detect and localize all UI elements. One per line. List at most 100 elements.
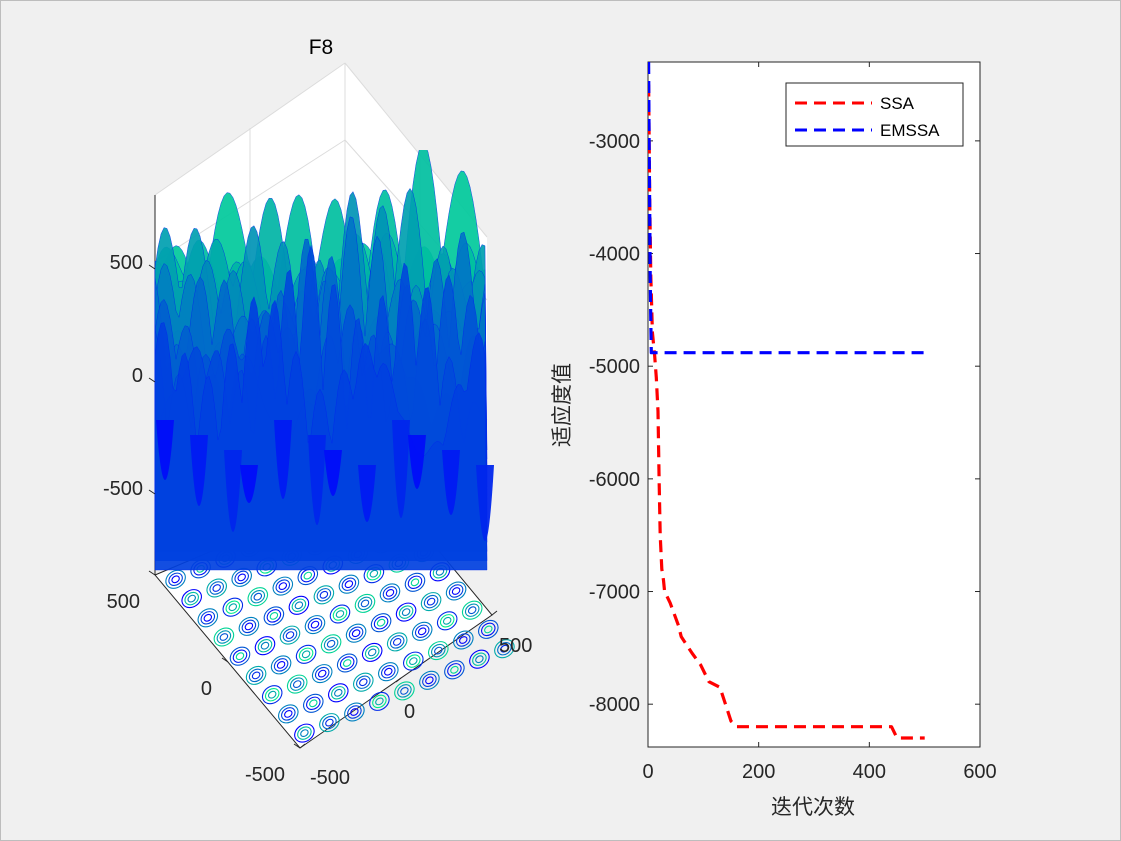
y-tick-label: -6000 [589, 469, 640, 491]
contour-ring [456, 633, 471, 647]
contour-ring [373, 615, 389, 630]
contour-ring [307, 617, 323, 632]
x-tick-label: -500 [310, 767, 350, 789]
contour-ring [351, 629, 361, 638]
contour-ring [294, 723, 315, 743]
contour-ring [406, 654, 421, 668]
contour-ring [367, 648, 377, 657]
surface-trough [308, 435, 326, 525]
contour-ring [344, 580, 354, 589]
contour-ring [216, 630, 232, 644]
contour-ring [398, 605, 414, 619]
contour-ring [310, 620, 320, 629]
contour-ring [171, 575, 180, 584]
contour-ring [450, 665, 459, 674]
y-tick-label: -7000 [589, 582, 640, 604]
contour-ring [338, 574, 360, 594]
contour-ring [386, 632, 408, 652]
contour-ring [257, 638, 273, 653]
contour-ring [197, 608, 219, 628]
contour-ring [251, 671, 261, 680]
contour-ring [300, 568, 316, 583]
contour-ring [234, 570, 249, 585]
contour-ring [384, 667, 393, 676]
contour-ring [276, 660, 286, 669]
contour-ring [481, 622, 496, 637]
contour-ring [228, 603, 238, 612]
axis-ticks: 0 200 400 600 -3000 -4000 -5000 -6000 -7000 -8000 [589, 62, 997, 783]
surface-mesh [154, 150, 494, 571]
contour-ring [288, 595, 310, 615]
legend-box [785, 82, 964, 147]
floor-tick-marks [148, 570, 498, 749]
y-tick-label: -500 [245, 764, 285, 786]
contour-ring [451, 587, 461, 595]
contour-ring [291, 598, 307, 613]
plot-area [647, 61, 981, 748]
contour-ring [400, 686, 409, 695]
contour-ring [448, 584, 464, 598]
contour-ring [168, 572, 183, 587]
contour-ring [381, 664, 396, 679]
contour-ring [475, 655, 484, 664]
contour-ring [235, 652, 245, 661]
contour-ring [326, 639, 336, 648]
contour-ring [241, 619, 257, 634]
contour-ring [434, 646, 443, 655]
z-tick-label: -500 [103, 478, 143, 500]
x-tick-label: 400 [853, 761, 886, 783]
legend-label-emssa: EMSSA [880, 121, 940, 140]
contour-ring [253, 592, 263, 601]
contour-ring [237, 573, 246, 582]
contour-ring [254, 636, 276, 656]
contour-ring [213, 627, 235, 647]
contour-ring [414, 624, 430, 639]
convergence-plot: 0 200 400 600 -3000 -4000 -5000 -6000 -7000 -8000… [550, 61, 997, 819]
contour-ring [444, 660, 465, 680]
contour-ring [394, 681, 415, 701]
contour-ring [339, 656, 355, 670]
y-axis-label: 适应度值 [550, 363, 574, 447]
contour-ring [314, 666, 330, 681]
contour-ring [461, 600, 483, 620]
surface-trough [156, 420, 174, 480]
contour-ring [292, 680, 302, 689]
contour-ring [317, 669, 327, 678]
contour-ring [356, 675, 371, 689]
contour-ring [453, 630, 474, 650]
contour-ring [341, 577, 357, 591]
contour-ring [238, 616, 260, 636]
contour-ring [370, 613, 392, 633]
y-tick-label: -3000 [589, 131, 640, 153]
contour-ring [270, 655, 292, 675]
z-tick-marks [148, 264, 156, 495]
contour-ring [369, 569, 379, 578]
contour-ring [273, 658, 289, 672]
contour-ring [289, 677, 305, 691]
contour-ring [165, 569, 186, 589]
contour-ring [282, 628, 298, 642]
contour-ring [332, 607, 348, 621]
contour-ring [248, 668, 264, 683]
legend[interactable]: SSA EMSSA [785, 82, 964, 147]
contour-ring [372, 694, 387, 709]
contour-ring [382, 586, 398, 600]
contour-ring [275, 579, 291, 593]
contour-ring [494, 639, 515, 659]
contour-ring [329, 604, 351, 624]
contour-ring [323, 637, 339, 651]
y-tick-label: -4000 [589, 244, 640, 266]
contour-ring [419, 670, 440, 690]
contour-ring [285, 631, 295, 640]
contour-ring [232, 649, 248, 663]
contour-ring [347, 705, 362, 719]
surface-trough [240, 465, 258, 503]
contour-ring [319, 590, 329, 599]
contour-ring [360, 599, 370, 608]
contour-ring [303, 693, 324, 713]
contour-ring [411, 621, 433, 641]
x-tick-label: 0 [642, 761, 653, 783]
contour-ring [298, 647, 314, 662]
contour-ring [328, 683, 349, 703]
